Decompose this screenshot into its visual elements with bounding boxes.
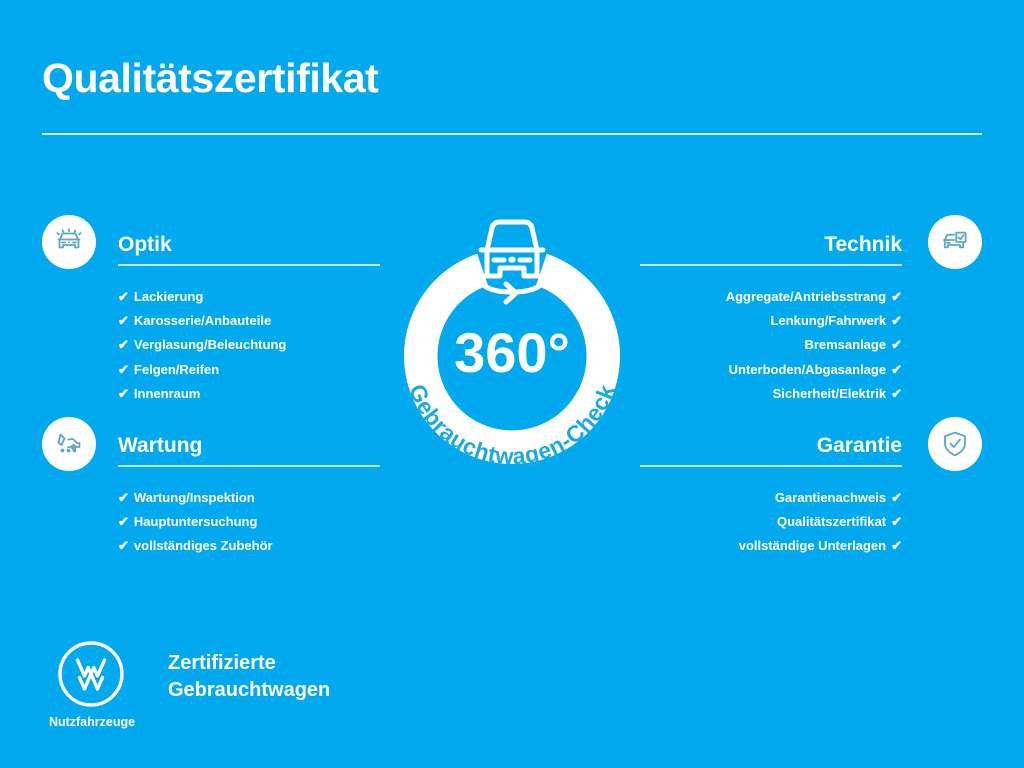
- section-title-wartung: Wartung: [118, 434, 203, 457]
- list-item: ✔ Felgen/Reifen: [118, 358, 380, 382]
- list-item: Lenkung/Fahrwerk ✔: [640, 309, 902, 333]
- badge-value: 360°: [454, 321, 570, 384]
- check-icon: ✔: [891, 513, 902, 529]
- section-list-technik: Aggregate/Antriebsstrang ✔ Lenkung/Fahrwe…: [640, 285, 902, 407]
- list-item: Sicherheit/Elektrik ✔: [640, 382, 902, 406]
- section-divider-technik: [640, 264, 902, 266]
- section-technik: Technik Aggregate/Antriebsstrang ✔ Lenkun…: [640, 232, 902, 407]
- check-icon: ✔: [891, 288, 902, 304]
- check-icon: ✔: [891, 538, 902, 554]
- list-item-label: Verglasung/Beleuchtung: [133, 337, 287, 353]
- list-item-label: Hauptuntersuchung: [133, 513, 258, 529]
- list-item-label: vollständiges Zubehör: [133, 538, 273, 554]
- check-icon: ✔: [891, 337, 902, 353]
- section-divider-optik: [118, 264, 380, 266]
- badge-360-gebrauchtwagen-check: 360° Gebrauchtwagen-Check: [368, 186, 656, 486]
- check-icon: ✔: [118, 312, 129, 328]
- check-icon: ✔: [118, 288, 129, 304]
- section-garantie: Garantie Garantienachweis ✔ Qualitätszert…: [640, 433, 902, 559]
- list-item-label: Bremsanlage: [804, 337, 887, 353]
- check-icon: ✔: [891, 312, 902, 328]
- section-divider-garantie: [640, 465, 902, 467]
- list-item: Garantienachweis ✔: [640, 486, 902, 510]
- check-icon: ✔: [891, 489, 902, 505]
- list-item: Unterboden/Abgasanlage ✔: [640, 358, 902, 382]
- section-list-garantie: Garantienachweis ✔ Qualitätszertifikat ✔ v…: [640, 486, 902, 559]
- list-item: ✔ Hauptuntersuchung: [118, 510, 380, 534]
- section-optik: Optik ✔ Lackierung ✔ Karosserie/Anbauteile…: [118, 232, 380, 407]
- footer-claim-line1: Zertifizierte: [168, 652, 276, 674]
- list-item-label: Garantienachweis: [774, 489, 887, 505]
- list-item-label: Wartung/Inspektion: [133, 489, 255, 505]
- list-item: ✔ Innenraum: [118, 382, 380, 406]
- vw-logo-icon: [57, 640, 125, 708]
- list-item-label: Aggregate/Antriebsstrang: [725, 288, 887, 304]
- list-item: ✔ Karosserie/Anbauteile: [118, 309, 380, 333]
- check-icon: ✔: [118, 361, 129, 377]
- footer-claim-line2: Gebrauchtwagen: [168, 679, 331, 701]
- footer-branding: Nutzfahrzeuge Zertifizierte Gebrauchtwag…: [42, 638, 442, 738]
- list-item-label: Felgen/Reifen: [133, 361, 220, 377]
- list-item-label: vollständige Unterlagen: [738, 538, 887, 554]
- list-item: Bremsanlage ✔: [640, 333, 902, 357]
- section-wartung: Wartung ✔ Wartung/Inspektion ✔ Hauptunters…: [118, 433, 380, 559]
- section-title-garantie: Garantie: [816, 434, 902, 457]
- check-icon: ✔: [118, 386, 129, 402]
- section-list-optik: ✔ Lackierung ✔ Karosserie/Anbauteile ✔ Verg…: [118, 285, 380, 407]
- vw-logo-subline: Nutzfahrzeuge: [48, 715, 136, 729]
- check-icon: ✔: [118, 489, 129, 505]
- footer-claim: Zertifizierte Gebrauchtwagen: [168, 650, 330, 704]
- car-shine-icon: [42, 215, 96, 269]
- check-icon: ✔: [118, 538, 129, 554]
- list-item-label: Innenraum: [133, 386, 201, 402]
- section-title-optik: Optik: [118, 233, 172, 256]
- check-icon: ✔: [118, 337, 129, 353]
- list-item-label: Qualitätszertifikat: [777, 513, 887, 529]
- list-item: ✔ Lackierung: [118, 285, 380, 309]
- page-title: Qualitätszertifikat: [42, 55, 379, 101]
- car-service-tool-icon: [42, 417, 96, 471]
- list-item-label: Sicherheit/Elektrik: [772, 386, 887, 402]
- check-icon: ✔: [891, 361, 902, 377]
- list-item-label: Lenkung/Fahrwerk: [770, 312, 887, 328]
- list-item-label: Karosserie/Anbauteile: [133, 312, 272, 328]
- list-item: vollständige Unterlagen ✔: [640, 534, 902, 558]
- car-checklist-icon: [928, 215, 982, 269]
- section-list-wartung: ✔ Wartung/Inspektion ✔ Hauptuntersuchung ✔…: [118, 486, 380, 559]
- list-item: ✔ vollständiges Zubehör: [118, 534, 380, 558]
- check-icon: ✔: [891, 386, 902, 402]
- shield-check-icon: [928, 417, 982, 471]
- list-item-label: Unterboden/Abgasanlage: [728, 361, 887, 377]
- list-item: Qualitätszertifikat ✔: [640, 510, 902, 534]
- check-icon: ✔: [118, 513, 129, 529]
- list-item: ✔ Verglasung/Beleuchtung: [118, 333, 380, 357]
- section-title-technik: Technik: [824, 233, 902, 256]
- list-item-label: Lackierung: [133, 288, 204, 304]
- list-item: ✔ Wartung/Inspektion: [118, 486, 380, 510]
- section-divider-wartung: [118, 465, 380, 467]
- header-divider: [42, 133, 982, 135]
- list-item: Aggregate/Antriebsstrang ✔: [640, 285, 902, 309]
